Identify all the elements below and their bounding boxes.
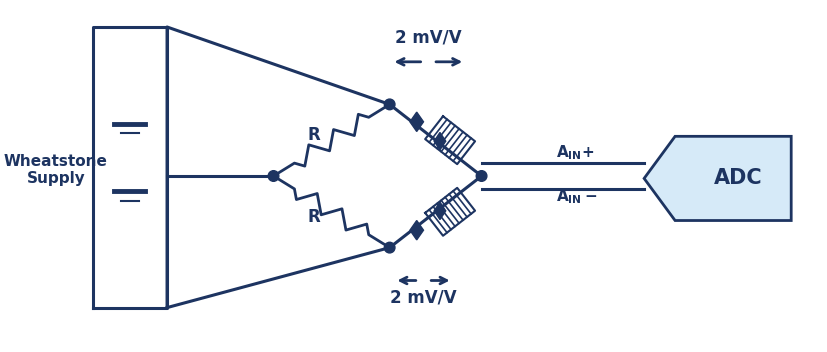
Text: 2 mV/V: 2 mV/V (390, 288, 457, 306)
Circle shape (385, 99, 395, 110)
Polygon shape (410, 112, 423, 132)
Polygon shape (644, 136, 791, 220)
Polygon shape (410, 220, 423, 240)
Circle shape (476, 171, 487, 181)
Circle shape (268, 171, 279, 181)
Text: R: R (308, 126, 321, 144)
Text: R: R (308, 208, 321, 226)
Polygon shape (434, 202, 446, 220)
Polygon shape (434, 132, 446, 150)
Circle shape (385, 242, 395, 253)
Text: $\mathbf{A_{IN}-}$: $\mathbf{A_{IN}-}$ (556, 187, 597, 206)
Text: 2 mV/V: 2 mV/V (395, 29, 461, 46)
Text: ADC: ADC (714, 168, 762, 188)
Text: $\mathbf{A_{IN}}$+: $\mathbf{A_{IN}}$+ (556, 143, 595, 162)
Text: Wheatstone
Supply: Wheatstone Supply (4, 154, 108, 187)
